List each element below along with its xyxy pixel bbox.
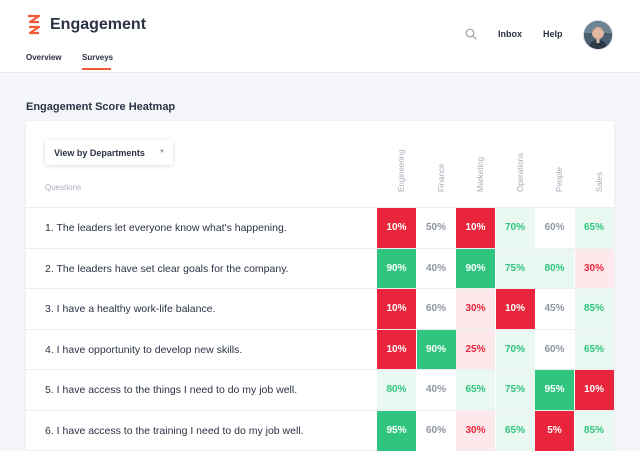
heatmap-cell[interactable]: 75% [495,248,535,289]
heatmap-cell[interactable]: 95% [377,410,416,451]
heatmap-cell[interactable]: 85% [574,289,614,329]
column-header-marketing: Marketing [456,121,496,207]
heatmap-cell[interactable]: 30% [456,289,495,329]
heatmap-cell[interactable]: 10% [377,329,416,370]
column-header-label: People [555,167,564,192]
heatmap-cell[interactable]: 60% [416,410,456,451]
question-label: 1. The leaders let everyone know what's … [45,222,287,234]
help-link[interactable]: Help [543,29,563,39]
table-row: 1. The leaders let everyone know what's … [26,207,614,248]
heatmap-cell[interactable]: 50% [416,208,456,248]
view-by-dropdown-label: View by Departments [54,148,145,158]
heatmap-cell[interactable]: 90% [456,248,495,289]
questions-column-header: Questions [45,183,82,192]
avatar[interactable] [584,21,612,49]
column-header-label: Sales [594,171,604,192]
column-header-label: Engineering [397,149,406,192]
column-header-label: Finance [436,163,446,192]
heatmap-cell[interactable]: 10% [456,208,495,248]
heatmap-cell[interactable]: 60% [535,329,574,370]
heatmap-cell[interactable]: 90% [377,248,416,289]
heatmap-cell[interactable]: 65% [456,370,495,410]
top-bar: Engagement Overview Surveys Inbox Help [0,0,640,73]
column-header-engineering: Engineering [377,121,417,207]
heatmap-cell[interactable]: 45% [535,289,574,329]
tab-overview[interactable]: Overview [26,53,62,62]
heatmap-cell[interactable]: 30% [456,410,495,451]
heatmap-cell[interactable]: 10% [574,370,614,410]
heatmap-cell[interactable]: 30% [574,248,614,289]
heatmap-cell[interactable]: 85% [574,410,614,451]
heatmap-cell[interactable]: 60% [535,208,574,248]
heatmap-cell[interactable]: 75% [495,370,535,410]
heatmap-cell[interactable]: 25% [456,329,495,370]
question-label: 3. I have a healthy work-life balance. [45,303,216,315]
column-header-sales: Sales [575,121,615,207]
logo-icon [28,14,41,35]
chevron-down-icon: ▼ [159,149,165,155]
department-headers: Engineering Finance Marketing Operations Peo… [377,121,614,207]
table-row: 4. I have opportunity to develop new ski… [26,328,614,370]
heatmap-cell[interactable]: 60% [416,289,456,329]
heatmap-cell[interactable]: 80% [377,370,416,410]
avatar-image [584,21,612,49]
active-tab-indicator [82,68,111,70]
question-label: 2. The leaders have set clear goals for … [45,262,289,275]
heatmap-cell[interactable]: 95% [535,370,574,410]
page-title: Engagement Score Heatmap [26,101,176,113]
heatmap-cell[interactable]: 10% [377,289,416,329]
heatmap-cell[interactable]: 65% [574,208,614,248]
heatmap-cell[interactable]: 40% [416,370,456,410]
table-row: 3. I have a healthy work-life balance. 10… [26,288,614,329]
heatmap-card: View by Departments ▼ Questions Engineer… [26,121,614,451]
heatmap-cell[interactable]: 70% [495,208,535,248]
column-header-finance: Finance [417,121,457,207]
heatmap-cell[interactable]: 80% [535,248,574,289]
column-header-people: People [535,121,575,207]
column-header-label: Marketing [476,156,485,192]
table-row: 2. The leaders have set clear goals for … [26,247,614,289]
search-icon[interactable] [464,27,478,41]
table-row: 6. I have access to the training I need … [26,409,614,451]
table-row: 5. I have access to the things I need to… [26,369,614,410]
column-header-label: Operations [515,152,525,192]
question-label: 6. I have access to the training I need … [45,424,304,437]
heatmap-cell[interactable]: 90% [416,329,456,370]
question-label: 5. I have access to the things I need to… [45,384,298,396]
inbox-link[interactable]: Inbox [498,29,522,39]
question-label: 4. I have opportunity to develop new ski… [45,343,243,356]
heatmap-cell[interactable]: 65% [495,410,535,451]
tab-surveys[interactable]: Surveys [82,53,114,62]
view-by-dropdown[interactable]: View by Departments ▼ [45,140,173,165]
heatmap-cell[interactable]: 70% [495,329,535,370]
heatmap-cell[interactable]: 5% [535,410,574,451]
heatmap-cell[interactable]: 65% [574,329,614,370]
heatmap-cell[interactable]: 10% [495,289,535,329]
column-header-operations: Operations [496,121,536,207]
heatmap-cell[interactable]: 10% [377,208,416,248]
app-title: Engagement [50,16,147,33]
heatmap-cell[interactable]: 40% [416,248,456,289]
